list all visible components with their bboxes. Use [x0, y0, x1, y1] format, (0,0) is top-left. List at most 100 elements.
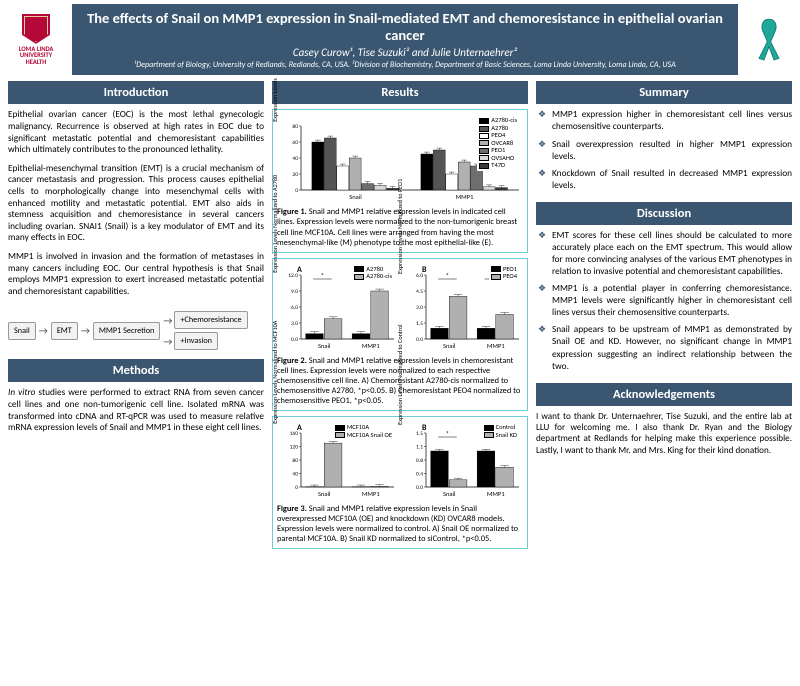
fig2-panel-a: Expression Levels Normalized to A2780 A … [277, 263, 398, 353]
svg-text:0.0: 0.0 [416, 485, 423, 491]
fig2b-ylabel: Expression Levels Normalized to PEO1 [396, 178, 404, 273]
fig2-caption-label: Figure 2. [277, 356, 307, 366]
university-logo: LOMA LINDA UNIVERSITY HEALTH [6, 4, 66, 75]
svg-text:Snail: Snail [443, 490, 456, 498]
poster: LOMA LINDA UNIVERSITY HEALTH The effects… [0, 0, 800, 686]
svg-text:0.0: 0.0 [291, 337, 298, 343]
section-summary-header: Summary [536, 81, 792, 104]
svg-text:120: 120 [290, 445, 299, 451]
diagram-outputs: →+Chemoresistance →+Invasion [163, 311, 247, 350]
section-methods-header: Methods [8, 359, 264, 382]
fig3-panel-a: Expression Levels Normalized to MCF10A A… [277, 421, 398, 501]
intro-p3: MMP1 is involved in invasion and the for… [8, 251, 264, 297]
fig2b-legend: PEO1PEO4 [489, 265, 519, 282]
svg-text:3.0: 3.0 [291, 321, 298, 327]
svg-text:80: 80 [292, 458, 298, 464]
fig2-panel-b: Expression Levels Normalized to PEO1 B S… [402, 263, 523, 353]
svg-text:80: 80 [292, 124, 298, 130]
panel-letter: A [297, 265, 302, 275]
awareness-ribbon-icon [744, 4, 794, 75]
svg-text:0: 0 [295, 485, 298, 491]
column-left: Introduction Epithelial ovarian cancer (… [8, 81, 264, 680]
intro-p2: Epithelial-mesenchymal transition (EMT) … [8, 163, 264, 244]
section-ack-header: Acknowledgements [536, 383, 792, 406]
shield-icon [22, 14, 50, 44]
discussion-bullet: Snail appears to be upstream of MMP1 as … [538, 324, 792, 372]
summary-bullet: Snail overexpression resulted in higher … [538, 139, 792, 163]
svg-text:MMP1: MMP1 [456, 193, 474, 201]
fig1-legend: A2780-cisA2780PEO4OVCAR8PEO1OVSAHOT47D [477, 116, 519, 170]
authors: Casey Curow¹, Tise Suzuki² and Julie Unt… [82, 46, 728, 59]
svg-text:MMP1: MMP1 [487, 490, 505, 498]
discussion-bullet: EMT scores for these cell lines should b… [538, 230, 792, 278]
svg-text:0.8: 0.8 [416, 458, 423, 464]
arrow-icon: → [163, 335, 172, 348]
svg-text:Snail: Snail [443, 342, 456, 350]
svg-text:0.0: 0.0 [416, 337, 423, 343]
methods-body: In vitro studies were performed to extra… [8, 387, 264, 433]
logo-line3: HEALTH [26, 58, 47, 66]
panel-letter: B [422, 423, 426, 433]
methods-text: studies were performed to extract RNA fr… [8, 387, 264, 433]
svg-text:Snail: Snail [318, 490, 331, 498]
panel-letter: B [422, 265, 426, 275]
fig2a-legend: A2780A2780-cis [352, 265, 394, 282]
intro-p1: Epithelial ovarian cancer (EOC) is the m… [8, 109, 264, 155]
fig3b-legend: ControlSnail KD [482, 423, 519, 440]
fig3a-ylabel: Expression Levels Normalized to MCF10A [271, 321, 279, 424]
affiliations: ¹Department of Biology, University of Re… [82, 60, 728, 70]
svg-text:1.1: 1.1 [416, 445, 423, 451]
discussion-list: EMT scores for these cell lines should b… [536, 230, 792, 378]
figure-3: Expression Levels Normalized to MCF10A A… [272, 416, 528, 549]
section-intro-header: Introduction [8, 81, 264, 104]
fig3-row: Expression Levels Normalized to MCF10A A… [277, 421, 523, 501]
svg-text:40: 40 [292, 156, 298, 162]
svg-text:Snail: Snail [349, 193, 362, 201]
summary-bullet: Knockdown of Snail resulted in decreased… [538, 168, 792, 192]
fig1-caption-label: Figure 1. [277, 207, 307, 217]
diagram-chemoresist: +Chemoresistance [174, 311, 247, 329]
fig3-caption: Figure 3. Snail and MMP1 relative expres… [277, 504, 523, 544]
arrow-icon: → [81, 324, 90, 337]
svg-text:*: * [446, 271, 450, 280]
svg-text:MMP1: MMP1 [487, 342, 505, 350]
svg-text:*: * [321, 271, 325, 280]
column-middle: Results Expression Levels Normalized to … [272, 81, 528, 680]
svg-text:6.0: 6.0 [291, 305, 298, 311]
diagram-mmp: MMP1 Secretion [93, 322, 161, 340]
ack-body: I want to thank Dr. Unternaehrer, Tise S… [536, 411, 792, 456]
section-results-header: Results [272, 81, 528, 104]
section-discussion-header: Discussion [536, 202, 792, 225]
svg-text:MMP1: MMP1 [362, 490, 380, 498]
title-block: The effects of Snail on MMP1 expression … [72, 4, 738, 75]
discussion-bullet: MMP1 is a potential player in conferring… [538, 283, 792, 319]
fig3-caption-text: Snail and MMP1 relative expression level… [277, 504, 518, 544]
fig2a-ylabel: Expression Levels Normalized to A2780 [271, 174, 279, 272]
fig3a-legend: MCF10AMCF10A Snail OE [333, 423, 394, 440]
svg-text:MMP1: MMP1 [362, 342, 380, 350]
svg-text:9.0: 9.0 [291, 289, 298, 295]
diagram-emt: EMT [51, 322, 78, 340]
header: LOMA LINDA UNIVERSITY HEALTH The effects… [0, 0, 800, 77]
svg-text:20: 20 [292, 172, 298, 178]
fig3-caption-label: Figure 3. [277, 504, 307, 514]
logo-text: LOMA LINDA UNIVERSITY HEALTH [19, 46, 54, 66]
svg-text:*: * [446, 429, 450, 438]
svg-text:3.0: 3.0 [416, 305, 423, 311]
column-right: Summary MMP1 expression higher in chemor… [536, 81, 792, 680]
fig3-panel-b: Expression Levels Normalized to Control … [402, 421, 523, 501]
svg-text:0: 0 [295, 188, 298, 194]
title-main: The effects of Snail on MMP1 expression … [82, 10, 728, 43]
diagram-invasion: +Invasion [174, 332, 218, 350]
panel-letter: A [297, 423, 302, 433]
arrow-icon: → [39, 324, 48, 337]
diagram-snail: Snail [8, 322, 36, 340]
svg-text:60: 60 [292, 140, 298, 146]
arrow-icon: → [163, 314, 172, 327]
svg-text:0.4: 0.4 [416, 472, 423, 478]
summary-list: MMP1 expression higher in chemoresistant… [536, 109, 792, 196]
fig3b-ylabel: Expression Levels Normalized to Control [396, 324, 404, 424]
svg-text:1.5: 1.5 [416, 321, 423, 327]
svg-text:Snail: Snail [318, 342, 331, 350]
fig1-ylabel: Expression Levels Normalized to MCF10A [271, 77, 279, 122]
